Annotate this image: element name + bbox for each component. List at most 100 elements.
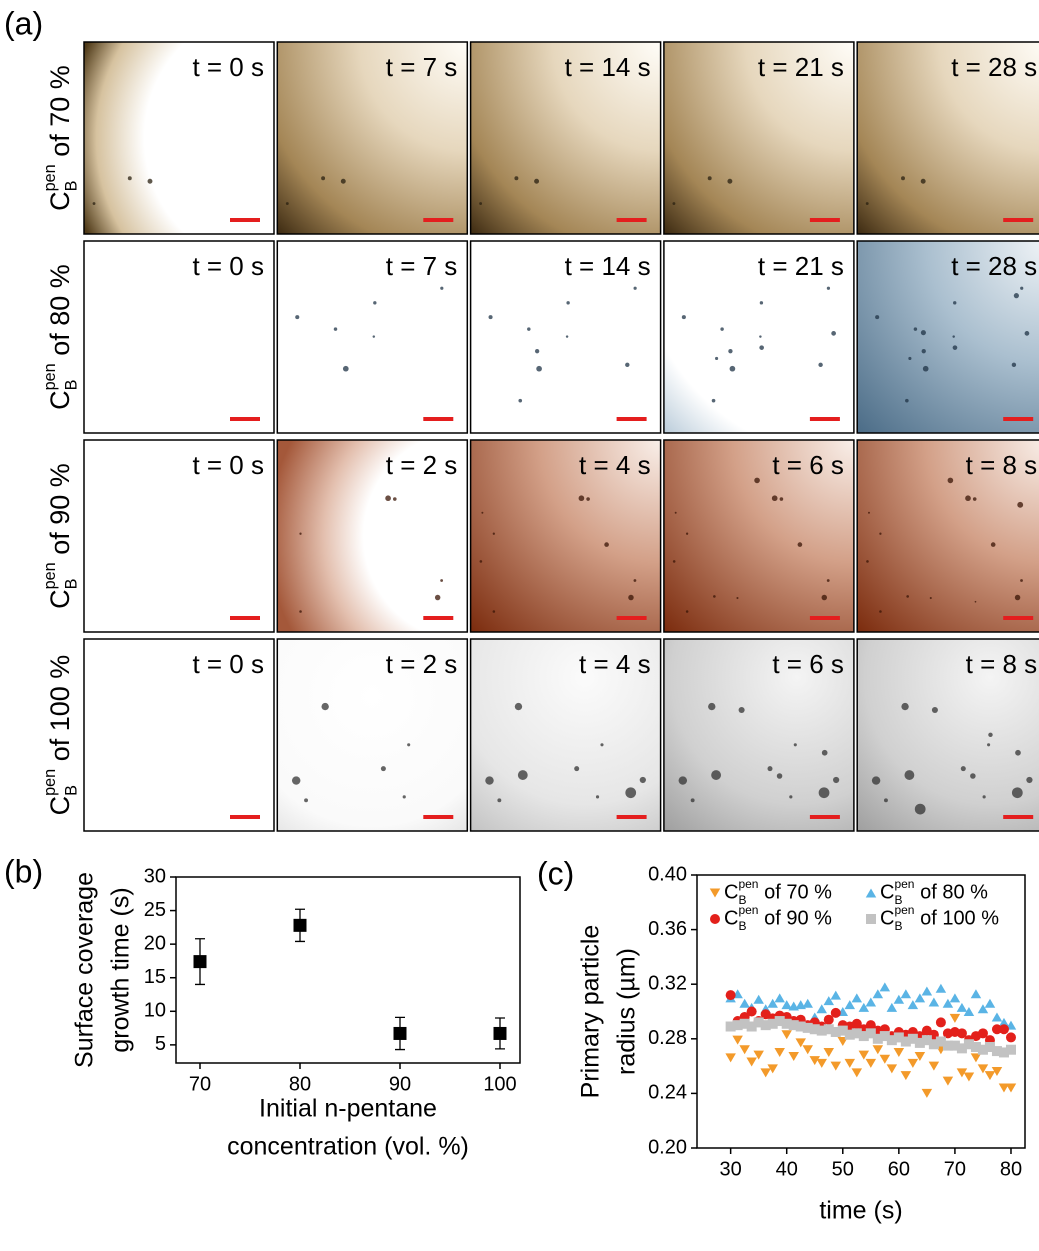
marker [893,994,905,1004]
particle [879,610,882,613]
particle [711,770,722,780]
particle [1011,362,1017,368]
particle [987,743,991,747]
particle [1014,594,1021,601]
particle [727,178,733,184]
particle [972,497,977,501]
marker [956,1068,968,1078]
marker [886,1035,897,1046]
time-label: t = 0 s [192,450,264,480]
particle [1020,579,1023,582]
marker [823,1014,834,1025]
marker [865,1028,876,1039]
particle [821,594,828,601]
marker [732,1035,743,1045]
micrograph [856,41,1039,235]
micrograph [469,41,662,235]
y-tick-label: 10 [144,1000,166,1022]
particle [952,345,958,350]
label-superscript: pen [738,877,758,891]
label-symbol: C [45,796,75,816]
particle [402,795,406,799]
particle [901,702,909,711]
marker [977,1044,988,1055]
x-tick-label: 60 [888,1158,910,1180]
particle [285,202,289,205]
marker [802,998,813,1008]
marker [998,1024,1009,1035]
x-tick-label: 50 [832,1158,854,1180]
marker [193,955,207,969]
marker [858,1031,869,1042]
label-text: of 90 % [764,907,832,929]
particle [707,176,712,181]
particle [779,497,784,501]
marker [774,1047,785,1057]
particle [517,770,528,780]
particle [759,301,764,305]
marker [963,1007,975,1016]
particle [333,327,338,331]
x-tick-label: 80 [1000,1158,1022,1180]
marker [949,1040,960,1051]
marker [823,1047,835,1057]
marker [816,1004,828,1014]
y-tick-label: 0.20 [648,1136,687,1158]
particle [625,362,630,368]
legend-marker [865,888,877,898]
marker [956,1028,967,1039]
label-superscript: pen [41,363,59,390]
x-axis-label: time (s) [819,1197,902,1225]
particle [914,803,926,815]
y-axis-label: growth time (s) [107,887,135,1052]
marker [928,1039,939,1050]
y-tick-label: 0.24 [648,1082,687,1104]
particle [879,532,882,535]
time-label: t = 6 s [772,649,844,679]
label-text: of 80 % [920,881,988,903]
time-label: t = 6 s [772,450,844,480]
micrograph [276,240,469,434]
particle [901,176,905,181]
label-superscript: pen [41,562,59,589]
marker [858,1002,870,1012]
label-text: of 70 % [45,65,75,157]
particle [147,178,153,184]
x-tick-label: 70 [944,1158,966,1180]
marker [774,1016,785,1027]
particle [514,702,523,711]
marker [753,1017,764,1028]
micrograph [469,638,662,832]
label-text: of 70 % [764,881,832,903]
particle [711,398,716,403]
particle [988,732,993,738]
x-tick-label: 70 [189,1073,211,1095]
marker [935,1036,946,1047]
marker [830,990,842,1000]
y-tick-label: 15 [144,966,166,988]
x-axis-label: concentration (vol. %) [227,1133,469,1161]
y-tick-label: 0.32 [648,972,687,994]
micrograph [663,240,855,434]
particle [534,178,540,184]
y-axis-label: Surface coverage [71,872,99,1068]
particle [92,202,96,205]
marker [823,1024,834,1035]
y-tick-label: 0.28 [648,1027,687,1049]
time-label: t = 8 s [966,450,1038,480]
marker [991,1024,1002,1035]
time-label: t = 7 s [386,251,458,281]
marker [760,1020,771,1031]
marker [984,998,996,1008]
marker [914,993,926,1003]
label-superscript: pen [41,164,59,191]
marker [998,1047,1009,1058]
plot-frame [696,874,1026,1149]
marker [1005,1032,1016,1043]
marker [970,1053,982,1063]
marker [760,1068,771,1078]
